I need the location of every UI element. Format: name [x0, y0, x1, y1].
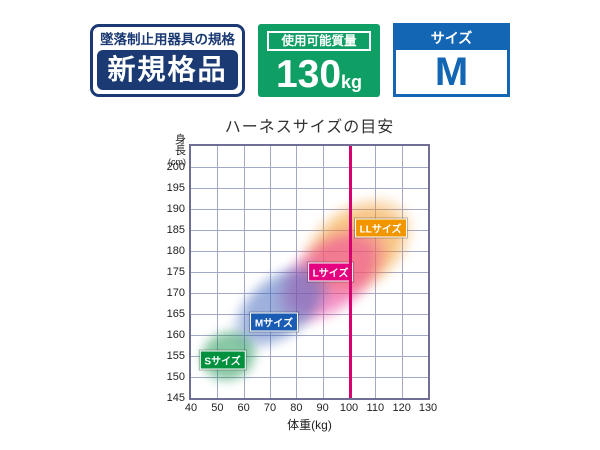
x-tick-label: 40	[184, 402, 198, 414]
y-tick-label: 165	[166, 308, 185, 320]
grid-line-horizontal	[191, 377, 428, 378]
x-tick-label: 70	[263, 402, 277, 414]
x-tick-label: 130	[418, 402, 438, 414]
y-tick-label: 150	[166, 371, 185, 383]
new-standard-badge: 墜落制止用器具の規格 新規格品	[90, 24, 245, 97]
grid-line-horizontal	[191, 167, 428, 168]
x-tick-label: 50	[211, 402, 224, 414]
size-caption: サイズ	[396, 26, 507, 50]
y-tick-label: 200	[166, 161, 185, 173]
y-tick-label: 180	[166, 245, 185, 257]
capacity-number: 130	[275, 53, 342, 96]
y-axis-title-line1: 身長	[175, 134, 186, 157]
capacity-value: 130 kg	[258, 51, 380, 95]
x-tick-label: 110	[366, 402, 385, 414]
y-tick-label: 145	[166, 392, 185, 404]
new-standard-caption: 墜落制止用器具の規格	[100, 32, 235, 47]
y-tick-label: 190	[166, 203, 185, 215]
y-tick-label: 195	[166, 182, 185, 194]
size-region-label-s: Sサイズ	[199, 350, 246, 370]
x-tick-label: 80	[290, 402, 303, 414]
x-tick-label: 90	[316, 402, 329, 414]
y-tick-label: 185	[166, 224, 185, 236]
x-tick-label: 100	[339, 402, 359, 414]
new-standard-label: 新規格品	[97, 50, 238, 90]
grid-line-horizontal	[191, 188, 428, 189]
capacity-badge: 使用可能質量 130 kg	[258, 24, 380, 97]
size-region-label-m: Mサイズ	[249, 312, 298, 332]
y-axis-title-line2: (cm)	[168, 157, 186, 167]
capacity-unit: kg	[341, 72, 363, 92]
max-weight-line	[349, 146, 352, 398]
size-value: M	[434, 50, 469, 94]
y-tick-label: 175	[166, 266, 185, 278]
y-axis-title: 身長 (cm)	[168, 134, 186, 168]
x-tick-label: 60	[237, 402, 250, 414]
plot-wrap: 身長 (cm) Sサイズ Mサイズ Lサイズ LLサイズ 体重(kg) 40 50 60 7…	[167, 135, 438, 433]
size-badge: サイズ M	[393, 23, 510, 97]
x-tick-label: 120	[392, 402, 411, 414]
y-tick-label: 160	[166, 329, 185, 341]
chart-title: ハーネスサイズの目安	[224, 119, 395, 136]
y-tick-label: 170	[166, 287, 185, 299]
size-region-label-l: Lサイズ	[307, 262, 354, 282]
size-region-label-ll: LLサイズ	[354, 218, 407, 238]
y-tick-label: 155	[166, 350, 185, 362]
plot-area: Sサイズ Mサイズ Lサイズ LLサイズ	[189, 144, 430, 400]
capacity-caption: 使用可能質量	[267, 31, 371, 51]
x-axis-title: 体重(kg)	[287, 418, 332, 432]
